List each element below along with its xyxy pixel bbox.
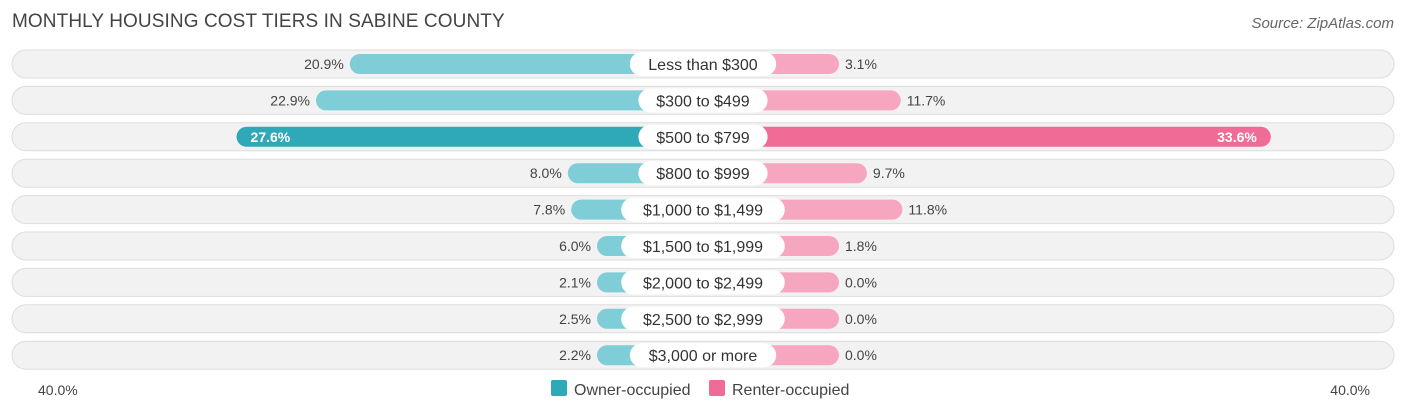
category-label: $1,500 to $1,999: [643, 239, 763, 256]
value-label-owner: 2.2%: [559, 347, 591, 363]
value-label-owner: 22.9%: [270, 92, 310, 108]
category-pill: [638, 124, 768, 149]
chart-row: 27.6% 33.6% $500 to $799: [11, 122, 1395, 152]
category-pill: [638, 88, 768, 113]
category-label: $2,000 to $2,499: [643, 275, 763, 292]
category-pill: [629, 343, 777, 368]
value-label-renter: 3.1%: [845, 56, 877, 72]
value-label-renter: 0.0%: [845, 311, 877, 327]
legend-label-owner: Owner-occupied: [574, 382, 691, 399]
chart-row: 2.2% 0.0% $3,000 or more: [11, 340, 1395, 370]
axis-label-right: 40.0%: [1330, 382, 1370, 398]
value-label-renter: 11.8%: [908, 202, 947, 218]
category-pill: [621, 270, 785, 295]
category-label: $300 to $499: [656, 93, 750, 110]
value-label-renter: 9.7%: [873, 165, 905, 181]
chart-row: 8.0% 9.7% $800 to $999: [11, 158, 1395, 188]
value-label-renter: 33.6%: [1217, 129, 1257, 145]
chart-row: 20.9% 3.1% Less than $300: [11, 49, 1395, 79]
chart-row: 2.5% 0.0% $2,500 to $2,999: [11, 304, 1395, 334]
value-label-renter: 1.8%: [845, 238, 877, 254]
legend: Owner-occupied Renter-occupied: [551, 380, 849, 399]
value-label-owner: 2.5%: [559, 311, 591, 327]
chart-row: 7.8% 11.8% $1,000 to $1,499: [11, 195, 1395, 225]
chart-source: Source: ZipAtlas.com: [1251, 15, 1394, 32]
chart-row: 2.1% 0.0% $2,000 to $2,499: [11, 267, 1395, 297]
category-pill: [621, 234, 785, 258]
chart-rows: 20.9% 3.1% Less than $300 22.9% 11.7% $300 to…: [11, 49, 1395, 370]
category-label: Less than $300: [648, 57, 758, 74]
value-label-owner: 2.1%: [559, 274, 591, 290]
category-pill: [621, 306, 785, 331]
value-label-owner: 7.8%: [533, 202, 565, 218]
value-label-renter: 0.0%: [845, 274, 877, 290]
category-pill: [621, 197, 785, 222]
category-pill: [629, 52, 777, 76]
axis-label-left: 40.0%: [38, 382, 78, 398]
bar-owner-occupied: [315, 90, 703, 111]
category-pill: [638, 161, 768, 186]
chart-row: 6.0% 1.8% $1,500 to $1,999: [11, 231, 1395, 261]
value-label-owner: 27.6%: [251, 129, 291, 145]
category-label: $1,000 to $1,499: [643, 203, 763, 220]
chart-row: 22.9% 11.7% $300 to $499: [11, 85, 1395, 115]
value-label-renter: 0.0%: [845, 347, 877, 363]
bar-owner-occupied: [349, 54, 703, 74]
category-label: $800 to $999: [656, 166, 750, 183]
value-label-owner: 8.0%: [530, 165, 562, 181]
value-label-owner: 20.9%: [304, 56, 344, 72]
value-label-renter: 11.7%: [907, 92, 946, 108]
legend-swatch-renter: [709, 380, 725, 396]
bar-renter-occupied: [703, 126, 1271, 147]
category-label: $3,000 or more: [649, 348, 758, 365]
bar-owner-occupied: [236, 126, 703, 147]
legend-swatch-owner: [551, 380, 567, 396]
chart-title: MONTHLY HOUSING COST TIERS IN SABINE COU…: [12, 11, 505, 32]
category-label: $2,500 to $2,999: [643, 312, 763, 329]
legend-label-renter: Renter-occupied: [732, 382, 849, 399]
value-label-owner: 6.0%: [559, 238, 591, 254]
category-label: $500 to $799: [656, 130, 750, 147]
